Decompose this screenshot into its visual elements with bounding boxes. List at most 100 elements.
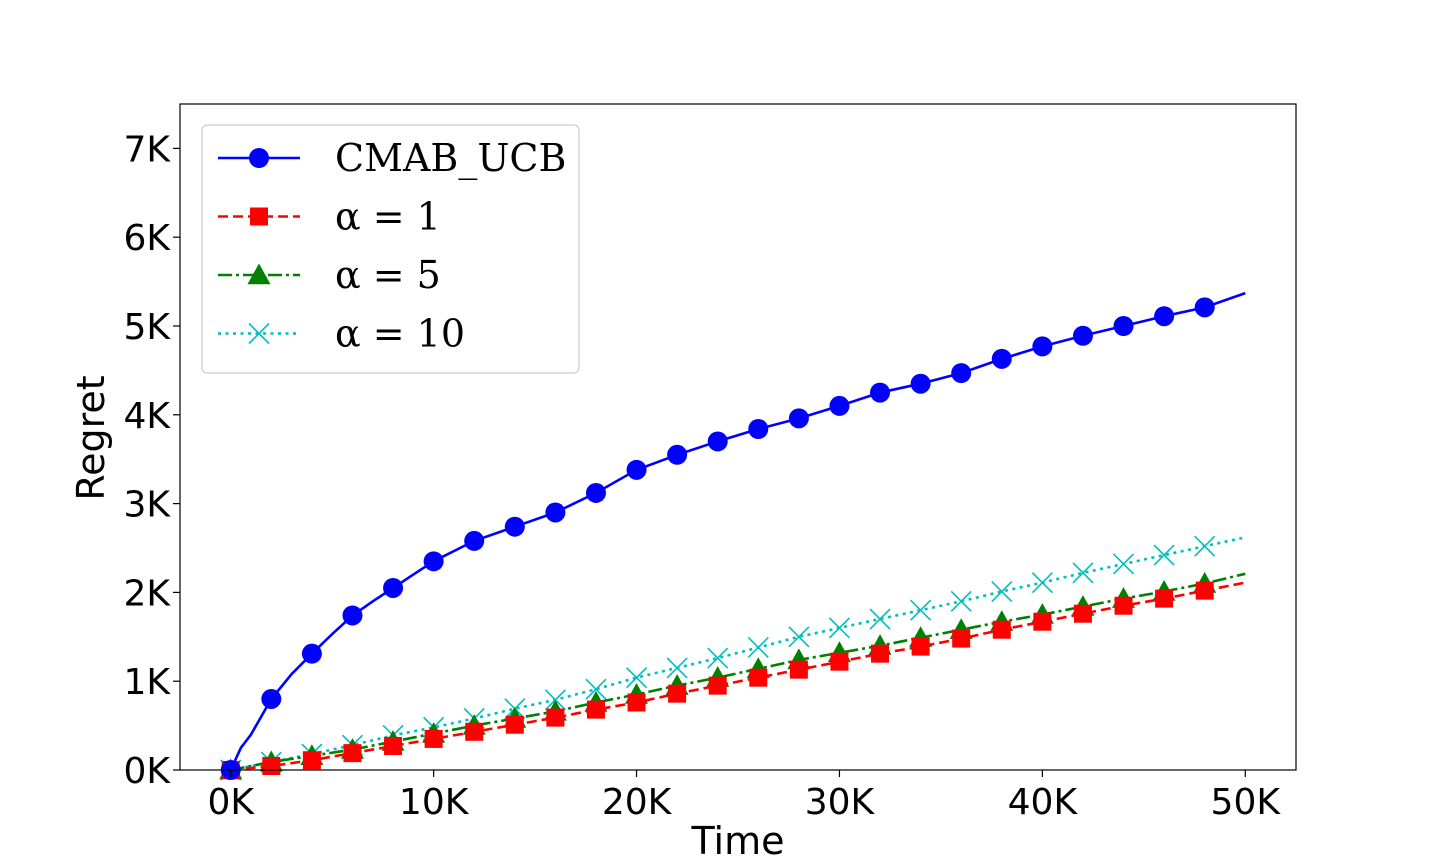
data-point <box>910 373 931 394</box>
data-point <box>1114 596 1133 615</box>
data-point <box>1154 306 1175 327</box>
data-point <box>666 657 688 679</box>
data-point <box>707 431 728 452</box>
data-point <box>465 722 484 741</box>
data-point <box>585 678 607 700</box>
data-point <box>748 419 769 440</box>
data-point <box>301 643 322 664</box>
data-point <box>343 744 362 763</box>
data-point <box>302 751 321 770</box>
data-point <box>788 408 809 429</box>
data-point <box>1112 553 1135 575</box>
data-point <box>1032 336 1053 357</box>
y-tick-label: 0K <box>123 751 171 792</box>
data-point <box>708 676 727 695</box>
data-point <box>1073 604 1092 623</box>
data-point <box>250 207 268 226</box>
data-point <box>586 700 605 719</box>
data-point <box>668 684 687 703</box>
data-point <box>707 647 729 669</box>
data-point <box>869 608 891 630</box>
x-tick-label: 50K <box>1211 782 1282 823</box>
legend: CMAB_UCB α = 1 α = 5 α = 10 <box>201 124 580 374</box>
data-point <box>667 444 688 465</box>
series-1 <box>221 581 1246 779</box>
data-point <box>1153 544 1175 566</box>
data-point <box>992 620 1011 639</box>
data-point <box>830 652 849 671</box>
y-tick-label: 6K <box>123 218 171 259</box>
legend-label: α = 10 <box>335 312 465 356</box>
y-tick-label: 1K <box>123 662 171 703</box>
data-point <box>1031 572 1053 594</box>
data-point <box>991 580 1013 603</box>
data-point <box>505 715 524 734</box>
x-axis-ticks: 0K 10K 20K 30K 40K 50K <box>207 770 1281 823</box>
series-layer <box>219 291 1246 781</box>
data-point <box>911 637 930 656</box>
legend-entry: α = 1 <box>218 195 441 239</box>
legend-label: α = 5 <box>335 253 441 297</box>
legend-label: CMAB_UCB <box>335 136 566 181</box>
data-point <box>585 482 606 503</box>
data-point <box>248 322 270 345</box>
data-point <box>1194 535 1216 557</box>
data-point <box>1072 325 1093 346</box>
y-tick-label: 5K <box>123 307 171 348</box>
data-point <box>627 693 646 712</box>
x-tick-label: 10K <box>399 782 470 823</box>
data-point <box>910 599 932 621</box>
data-point <box>544 689 566 711</box>
data-point <box>545 502 566 523</box>
data-point <box>261 688 282 709</box>
legend-box <box>201 124 580 374</box>
series-line <box>230 536 1246 772</box>
legend-entries: CMAB_UCB α = 1 α = 5 α = 10 <box>218 136 566 356</box>
legend-entry: CMAB_UCB <box>218 136 566 181</box>
data-point <box>625 667 648 689</box>
y-tick-label: 3K <box>123 485 171 526</box>
y-tick-label: 2K <box>123 573 171 614</box>
data-point <box>950 590 972 612</box>
data-point <box>464 530 485 551</box>
data-point <box>749 668 768 687</box>
data-point <box>1072 562 1094 584</box>
data-point <box>1195 581 1214 600</box>
x-tick-label: 20K <box>602 782 673 823</box>
y-axis-label: Regret <box>69 375 113 500</box>
data-point <box>952 629 971 648</box>
legend-entry: α = 5 <box>218 253 441 297</box>
data-point <box>383 577 404 598</box>
data-point <box>504 516 525 537</box>
data-point <box>1194 297 1215 318</box>
data-point <box>828 617 851 639</box>
data-point <box>788 626 810 648</box>
data-point <box>871 644 890 663</box>
data-point <box>951 363 972 384</box>
x-tick-label: 40K <box>1008 782 1079 823</box>
legend-entry: α = 10 <box>218 312 465 356</box>
x-axis-label: Time <box>691 819 785 863</box>
legend-label: α = 1 <box>335 195 441 239</box>
y-tick-label: 7K <box>123 129 171 170</box>
plot-frame <box>179 103 1297 771</box>
data-point <box>247 263 271 285</box>
data-point <box>249 148 269 168</box>
data-point <box>384 737 403 756</box>
y-tick-label: 4K <box>123 396 171 437</box>
x-tick-label: 0K <box>207 782 255 823</box>
data-point <box>262 757 281 776</box>
data-point <box>870 382 891 403</box>
y-axis-ticks: 0K 1K 2K 3K 4K 5K 6K 7K <box>123 129 180 792</box>
data-point <box>747 636 769 659</box>
data-point <box>1033 612 1052 631</box>
data-point <box>991 348 1012 369</box>
data-point <box>829 395 850 416</box>
series-0 <box>220 291 1246 780</box>
data-point <box>1155 589 1174 608</box>
data-point <box>423 551 444 572</box>
x-tick-label: 30K <box>805 782 876 823</box>
data-point <box>1113 316 1134 336</box>
data-point <box>342 605 363 626</box>
data-point <box>546 708 565 727</box>
